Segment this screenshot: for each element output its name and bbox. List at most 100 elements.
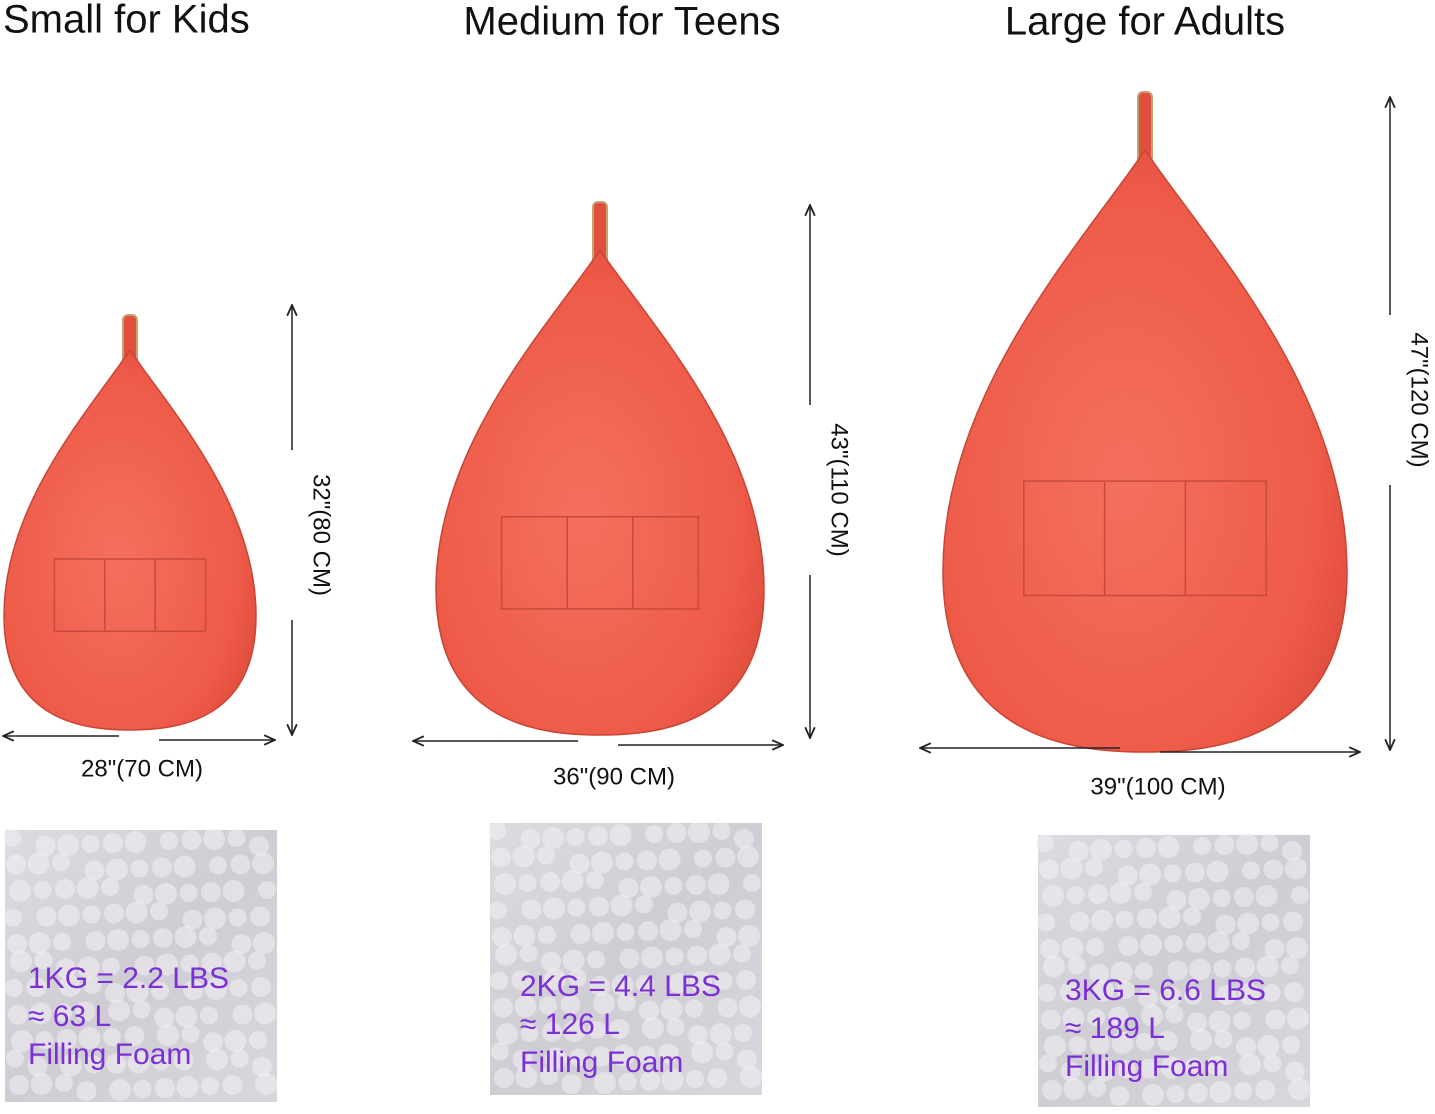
foam-bead: [690, 971, 712, 993]
foam-bead: [1158, 906, 1181, 929]
foam-text: Filling Foam: [28, 1038, 191, 1071]
foam-bead: [222, 880, 245, 902]
foam-bead: [223, 950, 246, 973]
height-label: 43"(110 CM): [826, 423, 853, 556]
foam-bead: [664, 877, 683, 895]
foam-bead: [1137, 908, 1157, 929]
foam-text: ≈ 63 L: [28, 1000, 111, 1033]
foam-bead: [1284, 982, 1304, 1002]
foam-bead: [30, 1073, 53, 1095]
foam-text: Filling Foam: [520, 1046, 683, 1079]
foam-bead: [570, 924, 591, 944]
foam-bead: [1206, 1055, 1227, 1076]
foam-bead: [587, 950, 605, 969]
foam-bead: [1237, 912, 1259, 935]
foam-bead: [1285, 1061, 1305, 1082]
foam-bead: [1109, 882, 1132, 904]
foam-bead: [1118, 936, 1139, 956]
foam-bead: [568, 969, 587, 987]
foam-bead: [132, 1000, 151, 1019]
foam-bead: [1042, 1080, 1062, 1100]
foam-bead: [737, 845, 759, 868]
foam-bead: [708, 943, 731, 966]
foam-bead: [688, 821, 710, 843]
foam-bead: [1110, 961, 1133, 984]
foam-bead: [1063, 1078, 1086, 1100]
foam-bead: [694, 849, 712, 868]
foam-bead: [494, 873, 516, 895]
foam-bead: [1115, 910, 1134, 929]
bag-pocket: [53, 558, 207, 632]
foam-bead: [1208, 1010, 1231, 1033]
foam-bead: [518, 874, 537, 892]
foam-bead: [160, 832, 178, 850]
foam-bead: [519, 944, 538, 963]
foam-bead: [1138, 988, 1158, 1008]
foam-bead: [107, 929, 129, 951]
foam-bead: [1209, 1081, 1232, 1103]
foam-bead: [616, 923, 635, 941]
foam-bead: [1159, 986, 1182, 1008]
foam-bead: [591, 851, 613, 874]
foam-bead: [512, 845, 535, 868]
foam-bead: [1037, 913, 1055, 932]
foam-bead: [489, 901, 507, 920]
size-panel: Small for Kids 32"(80 CM) 28"(70 CM) 1KG = …: [3, 0, 335, 1102]
foam-bead: [5, 979, 23, 997]
foam-bead: [249, 836, 269, 856]
foam-bead: [84, 1055, 103, 1074]
foam-bead: [253, 932, 275, 954]
foam-bead: [9, 1075, 29, 1095]
foam-bead: [151, 982, 169, 1000]
foam-bead: [1260, 834, 1279, 852]
foam-bead: [1242, 861, 1260, 880]
foam-bead: [1163, 864, 1182, 883]
foam-bead: [1166, 890, 1187, 910]
foam-bead: [33, 881, 52, 899]
foam-bead: [611, 974, 634, 996]
foam-bead: [1135, 962, 1153, 981]
foam-bead: [1255, 1080, 1276, 1100]
foam-bead: [1188, 888, 1210, 910]
foam-bead: [1117, 865, 1138, 886]
foam-bead: [619, 948, 640, 969]
foam-bead: [734, 1024, 752, 1042]
foam-bead: [1281, 956, 1299, 975]
foam-bead: [83, 976, 102, 994]
foam-bead: [569, 1048, 588, 1067]
foam-bead: [1188, 1083, 1208, 1103]
size-panel: Medium for Teens 43"(110 CM) 36"(90 CM) 2KG…: [413, 0, 853, 1095]
foam-bead: [1092, 980, 1114, 1002]
foam-bead: [82, 905, 101, 924]
foam-bead: [3, 829, 21, 847]
foam-bead: [1042, 885, 1064, 907]
foam-bead: [740, 1066, 762, 1088]
foam-bead: [515, 1066, 538, 1088]
foam-bead: [1185, 862, 1205, 883]
foam-bead: [709, 1023, 732, 1045]
foam-bead: [542, 1022, 562, 1042]
foam-bead: [133, 885, 154, 905]
foam-bead: [520, 829, 541, 849]
foam-bead: [521, 899, 542, 920]
foam-bead: [11, 1030, 33, 1052]
foam-bead: [609, 1019, 630, 1039]
bag-pocket: [1023, 480, 1267, 597]
foam-bead: [84, 860, 105, 881]
foam-bead: [1134, 883, 1152, 901]
foam-bead: [232, 1004, 253, 1025]
foam-bead: [8, 1004, 28, 1025]
foam-bead: [258, 881, 276, 899]
foam-bead: [1185, 1057, 1203, 1076]
foam-bead: [610, 894, 633, 917]
foam-bead: [665, 947, 684, 966]
foam-bead: [561, 870, 584, 892]
foam-bead: [182, 909, 203, 930]
foam-bead: [1044, 1035, 1066, 1057]
foam-bead: [1039, 859, 1059, 880]
foam-bead: [688, 1025, 708, 1045]
foam-bead: [230, 854, 251, 875]
foam-bead: [204, 907, 226, 930]
foam-bead: [1282, 1036, 1300, 1054]
